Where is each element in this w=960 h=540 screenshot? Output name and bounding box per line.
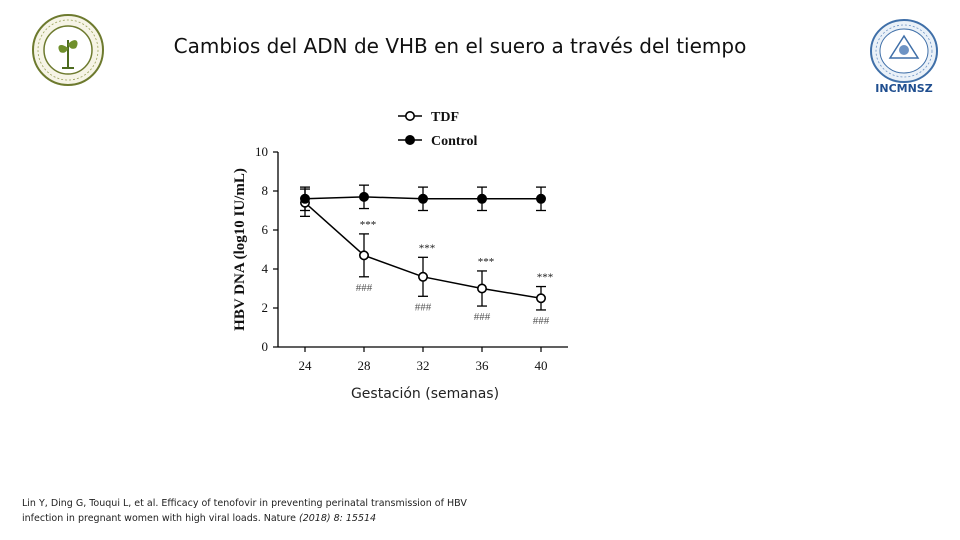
data-point-control (359, 191, 370, 202)
citation-line-2: infection in pregnant women with high vi… (22, 511, 502, 526)
legend-label-control: Control (431, 134, 478, 149)
citation-journal-ref: (2018) 8: 15514 (298, 513, 377, 524)
legend-marker-tdf (405, 111, 416, 121)
x-tick-label: 32 (417, 358, 430, 373)
y-axis-title: HBV DNA (log10 IU/mL) (232, 168, 248, 331)
y-tick-label: 10 (255, 144, 268, 159)
data-point-control (418, 193, 429, 204)
significance-label-above: *** (360, 219, 377, 231)
right-seal-logo (870, 19, 938, 83)
data-point-control (300, 193, 311, 204)
significance-label-above: *** (419, 242, 436, 254)
y-tick-label: 6 (262, 222, 269, 237)
y-tick-label: 0 (262, 339, 269, 354)
y-tick-label: 8 (262, 183, 269, 198)
citation-line-1: Lin Y, Ding G, Touqui L, et al. Efficacy… (22, 498, 467, 509)
data-point-control (535, 193, 546, 204)
legend-marker-control (405, 134, 416, 145)
slide-title: Cambios del ADN de VHB en el suero a tra… (173, 34, 747, 58)
left-seal-logo (32, 14, 104, 86)
y-tick-label: 2 (262, 300, 269, 315)
citation-line-2-text: infection in pregnant women with high vi… (22, 513, 299, 524)
significance-label-below: ### (474, 311, 491, 323)
significance-label-above: *** (537, 272, 554, 284)
data-point-tdf (476, 283, 487, 294)
x-tick-label: 28 (358, 358, 371, 373)
right-logo-label: INCMNSZ (875, 82, 933, 95)
x-tick-label: 40 (535, 358, 548, 373)
x-tick-label: 24 (299, 358, 313, 373)
citation: Lin Y, Ding G, Touqui L, et al. Efficacy… (22, 496, 502, 526)
data-point-tdf (359, 250, 370, 261)
data-point-tdf (535, 293, 546, 304)
x-tick-label: 36 (476, 358, 490, 373)
significance-label-below: ### (415, 301, 432, 313)
data-point-tdf (418, 271, 429, 282)
significance-label-above: *** (478, 256, 495, 268)
significance-label-below: ### (356, 282, 373, 294)
y-tick-label: 4 (262, 261, 269, 276)
legend-label-tdf: TDF (431, 110, 459, 125)
data-point-control (476, 193, 487, 204)
significance-label-below: ### (533, 315, 550, 327)
x-axis-label: Gestación (semanas) (350, 386, 500, 402)
